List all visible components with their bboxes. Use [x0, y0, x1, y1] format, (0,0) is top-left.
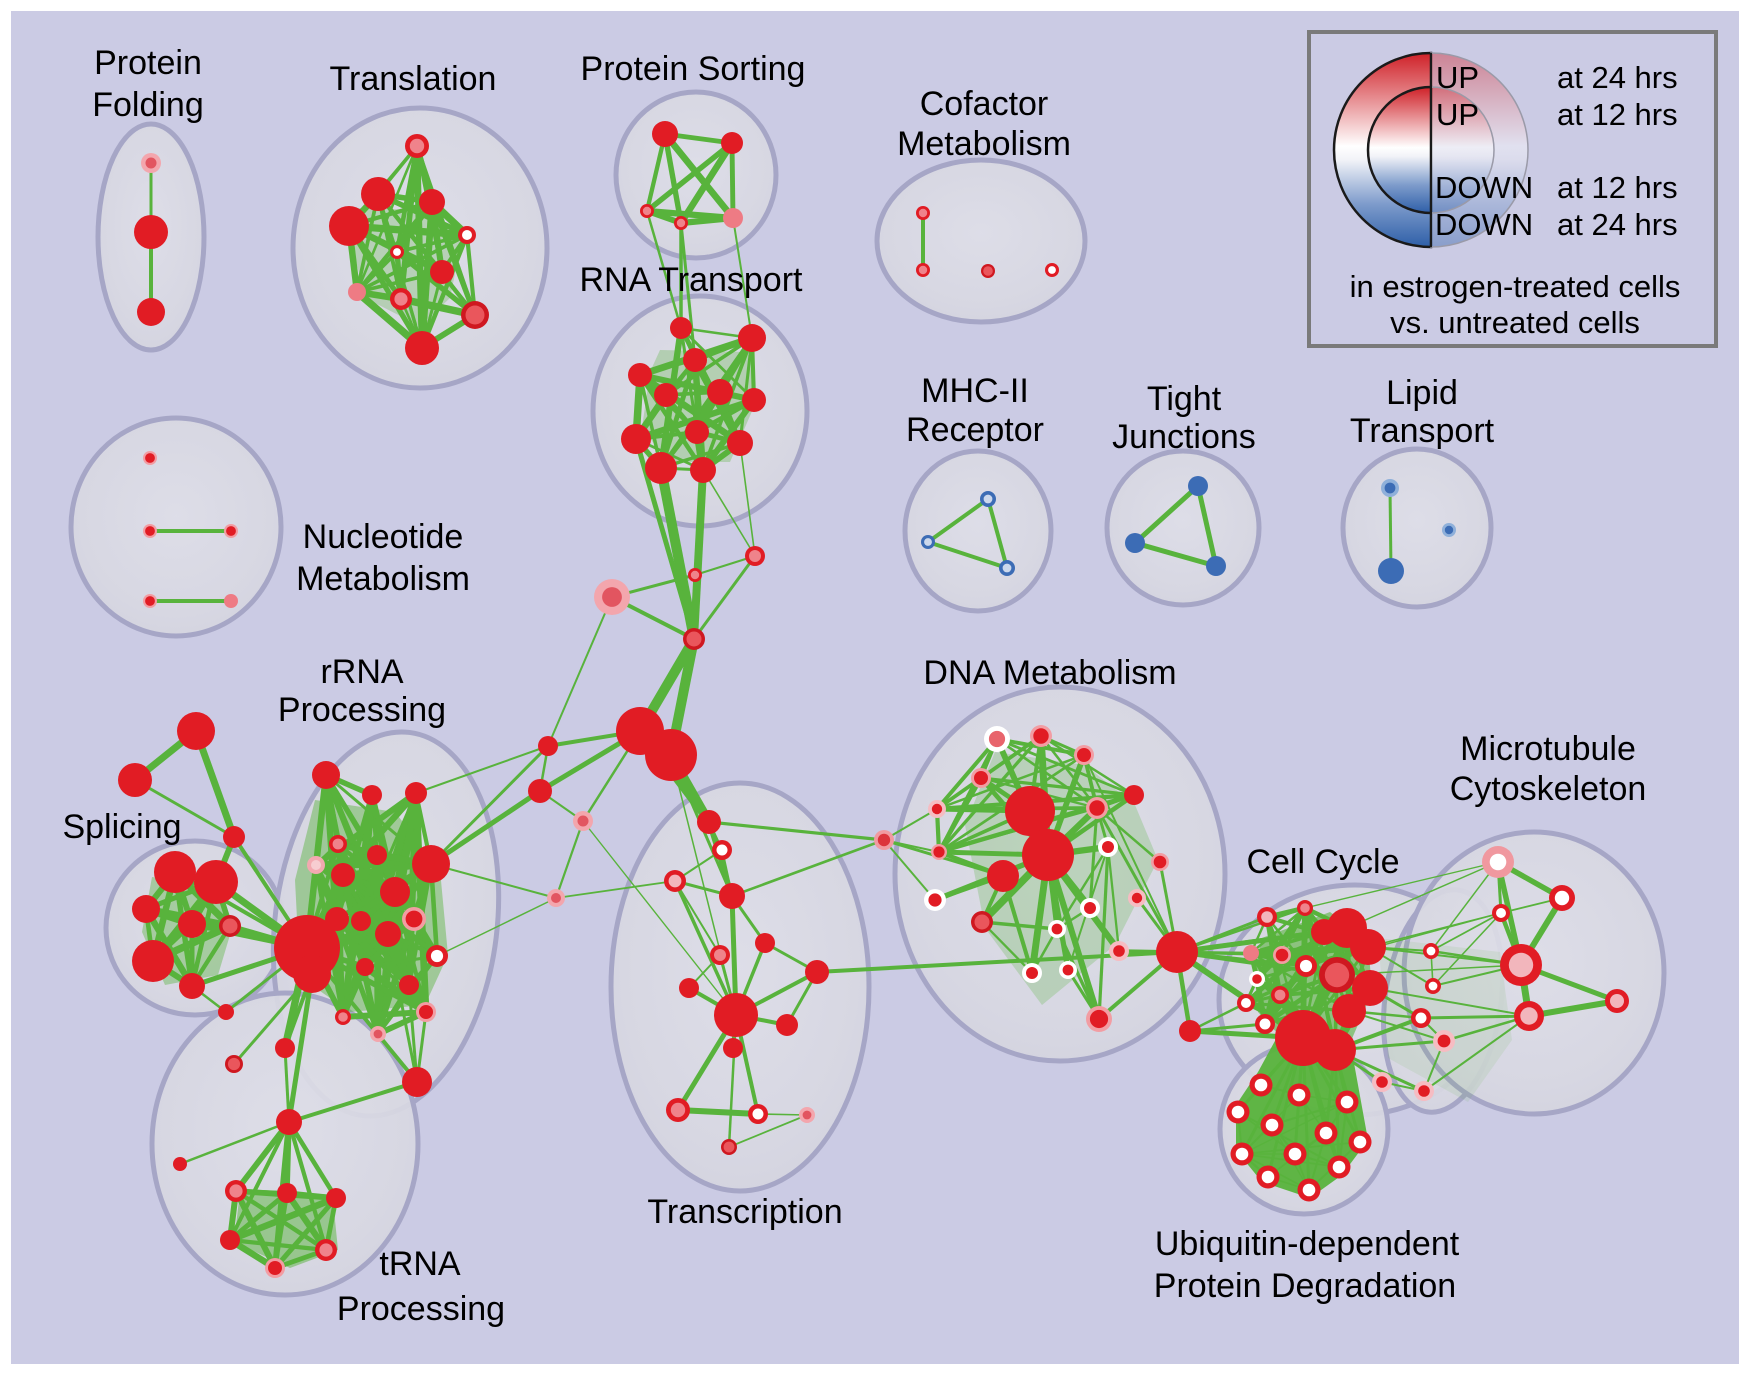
svg-text:MHC-II: MHC-II — [921, 372, 1029, 410]
svg-text:Transport: Transport — [1350, 412, 1495, 450]
svg-text:rRNA: rRNA — [320, 653, 403, 691]
svg-text:Cytoskeleton: Cytoskeleton — [1450, 770, 1647, 808]
svg-text:Metabolism: Metabolism — [897, 125, 1071, 163]
svg-text:at 24 hrs: at 24 hrs — [1557, 207, 1678, 242]
svg-text:Ubiquitin-dependent: Ubiquitin-dependent — [1155, 1225, 1460, 1263]
svg-text:Receptor: Receptor — [906, 411, 1044, 449]
svg-text:Microtubule: Microtubule — [1460, 730, 1636, 768]
svg-text:Tight: Tight — [1147, 380, 1222, 418]
svg-text:Protein: Protein — [94, 44, 202, 82]
svg-text:UP: UP — [1436, 97, 1479, 132]
svg-text:Processing: Processing — [337, 1290, 505, 1328]
svg-text:Protein Degradation: Protein Degradation — [1154, 1267, 1456, 1305]
svg-text:UP: UP — [1436, 60, 1479, 95]
svg-text:Junctions: Junctions — [1112, 418, 1256, 456]
svg-text:in estrogen-treated cells: in estrogen-treated cells — [1350, 269, 1681, 304]
svg-text:DOWN: DOWN — [1435, 170, 1533, 205]
svg-text:at 12 hrs: at 12 hrs — [1557, 170, 1678, 205]
svg-text:Translation: Translation — [330, 60, 497, 98]
svg-text:DNA Metabolism: DNA Metabolism — [923, 654, 1176, 692]
svg-text:tRNA: tRNA — [379, 1245, 461, 1283]
svg-text:Splicing: Splicing — [62, 808, 181, 846]
svg-text:at 12 hrs: at 12 hrs — [1557, 97, 1678, 132]
svg-text:Processing: Processing — [278, 691, 446, 729]
svg-text:at 24 hrs: at 24 hrs — [1557, 60, 1678, 95]
svg-text:Lipid: Lipid — [1386, 374, 1458, 412]
svg-text:Protein Sorting: Protein Sorting — [581, 50, 806, 88]
svg-text:Nucleotide: Nucleotide — [303, 518, 464, 556]
svg-text:Folding: Folding — [92, 86, 204, 124]
svg-text:RNA Transport: RNA Transport — [580, 261, 804, 299]
svg-text:Cofactor: Cofactor — [920, 85, 1049, 123]
svg-text:Cell Cycle: Cell Cycle — [1246, 843, 1399, 881]
svg-text:Metabolism: Metabolism — [296, 560, 470, 598]
svg-text:DOWN: DOWN — [1435, 207, 1533, 242]
svg-text:Transcription: Transcription — [647, 1193, 842, 1231]
svg-text:vs. untreated cells: vs. untreated cells — [1390, 305, 1640, 340]
